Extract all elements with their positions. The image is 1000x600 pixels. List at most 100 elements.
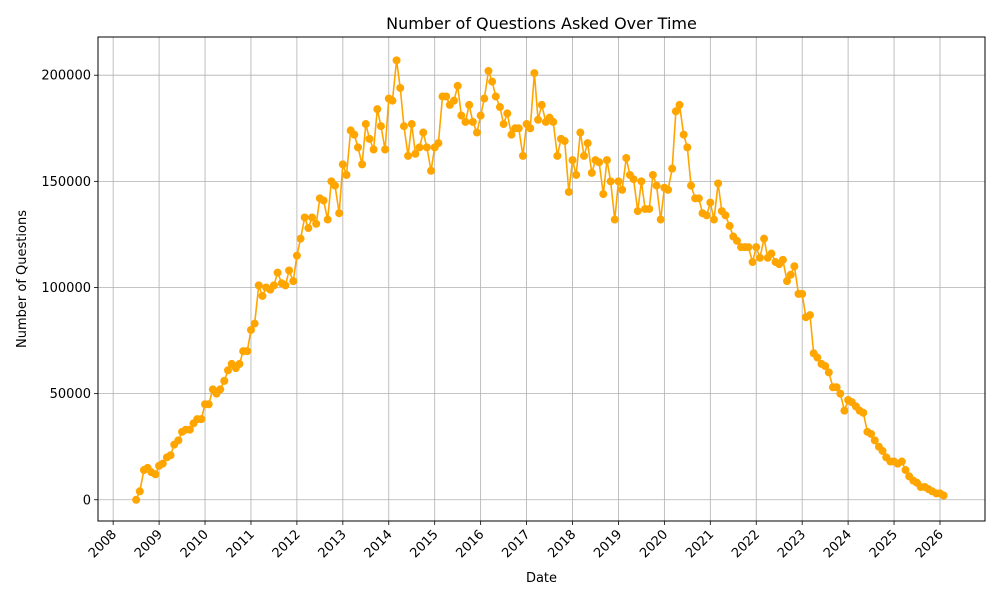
data-point — [422, 143, 431, 152]
data-point — [296, 234, 305, 243]
data-point — [273, 268, 282, 277]
data-points — [132, 56, 948, 504]
data-point — [706, 198, 715, 207]
data-point — [568, 156, 577, 165]
data-point — [224, 366, 232, 375]
data-point — [369, 145, 378, 154]
data-point — [786, 270, 795, 279]
data-point — [491, 92, 500, 101]
data-point — [687, 181, 696, 190]
data-point — [614, 177, 623, 186]
data-point — [396, 83, 405, 92]
data-point — [392, 56, 401, 65]
data-point — [671, 107, 680, 116]
data-point — [560, 137, 569, 146]
data-point — [679, 130, 688, 139]
data-point — [897, 457, 906, 466]
data-point — [709, 215, 718, 224]
data-point — [939, 491, 948, 500]
data-point — [859, 408, 868, 417]
data-point — [824, 368, 833, 377]
data-point — [629, 175, 638, 184]
data-point — [668, 164, 677, 173]
data-point — [285, 266, 294, 275]
data-point — [250, 319, 259, 328]
data-point — [254, 281, 263, 290]
plot-frame — [97, 36, 986, 522]
data-point — [813, 353, 822, 362]
data-point — [289, 277, 298, 286]
data-point — [465, 100, 474, 109]
data-point — [135, 487, 144, 496]
data-point — [778, 255, 787, 264]
data-point — [269, 281, 278, 290]
data-point — [197, 415, 206, 424]
data-point — [579, 151, 588, 160]
data-point — [656, 215, 665, 224]
data-point — [342, 170, 351, 179]
data-point — [610, 215, 619, 224]
y-tick-label: 0 — [83, 493, 91, 508]
data-point — [752, 243, 761, 252]
data-point — [622, 154, 631, 162]
data-point — [361, 120, 370, 129]
data-point — [304, 224, 313, 233]
data-point — [648, 170, 657, 179]
data-point — [549, 117, 558, 126]
data-point — [599, 190, 608, 199]
data-point — [312, 219, 321, 228]
data-point — [365, 134, 374, 143]
data-point — [381, 145, 390, 154]
y-tick-label: 150000 — [41, 175, 91, 190]
data-point — [534, 115, 543, 124]
data-point — [664, 185, 673, 194]
data-point — [415, 143, 424, 152]
data-point — [878, 446, 887, 455]
data-point — [514, 124, 523, 133]
data-point — [220, 376, 229, 385]
data-point — [174, 436, 183, 445]
data-point — [404, 151, 413, 160]
data-point — [732, 236, 741, 245]
data-point — [606, 177, 615, 186]
data-point — [457, 111, 466, 120]
data-point — [507, 130, 516, 139]
data-point — [434, 139, 443, 148]
data-point — [204, 400, 213, 409]
data-point — [901, 466, 910, 475]
data-point — [151, 470, 160, 479]
data-point — [587, 168, 596, 177]
data-point — [553, 151, 562, 160]
data-point — [132, 495, 141, 504]
data-point — [319, 196, 328, 205]
data-point — [235, 359, 244, 368]
data-point — [246, 325, 255, 334]
data-point — [572, 170, 581, 179]
x-axis-label: Date — [526, 571, 557, 586]
data-point — [468, 117, 477, 126]
data-point — [335, 209, 344, 218]
data-point — [798, 289, 807, 298]
data-point — [488, 77, 497, 86]
data-point — [419, 128, 428, 137]
data-point — [725, 221, 734, 230]
data-point — [358, 160, 367, 169]
data-point — [185, 425, 194, 434]
data-point — [472, 128, 481, 137]
data-point — [836, 389, 845, 398]
data-point — [721, 211, 730, 220]
data-point — [744, 243, 753, 252]
data-point — [760, 234, 769, 243]
data-point — [281, 281, 290, 290]
y-tick-label: 100000 — [41, 281, 91, 296]
data-point — [832, 383, 841, 392]
data-point — [783, 277, 792, 286]
y-axis-label: Number of Questions — [15, 210, 30, 348]
chart-title: Number of Questions Asked Over Time — [386, 14, 697, 33]
data-point — [702, 211, 711, 220]
data-point — [499, 120, 508, 129]
data-point — [407, 120, 416, 129]
data-point — [376, 122, 385, 131]
